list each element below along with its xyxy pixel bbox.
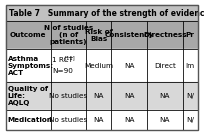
Bar xyxy=(86,49,111,82)
Bar xyxy=(51,21,86,49)
Text: [11]: [11] xyxy=(64,55,75,60)
Bar xyxy=(111,49,147,82)
Text: NA: NA xyxy=(93,117,104,123)
Text: No studies: No studies xyxy=(49,93,88,99)
Bar xyxy=(51,110,86,130)
Bar xyxy=(6,5,198,21)
Text: N/: N/ xyxy=(186,117,194,123)
Bar xyxy=(6,49,51,82)
Text: No studies: No studies xyxy=(49,117,88,123)
Bar xyxy=(183,21,198,49)
Bar xyxy=(183,110,198,130)
Bar xyxy=(6,49,51,82)
Text: N/: N/ xyxy=(186,93,194,99)
Text: Risk of
Bias: Risk of Bias xyxy=(85,29,113,42)
Text: NA: NA xyxy=(124,93,134,99)
Bar xyxy=(51,21,86,49)
Text: Quality of
Life:
AQLQ: Quality of Life: AQLQ xyxy=(8,86,48,106)
Bar xyxy=(147,82,183,110)
Bar xyxy=(6,21,51,49)
Bar xyxy=(6,21,51,49)
Bar xyxy=(147,82,183,110)
Bar xyxy=(6,82,51,110)
Text: NA: NA xyxy=(124,63,134,69)
Text: NA: NA xyxy=(93,93,104,99)
Text: Outcome: Outcome xyxy=(10,32,47,38)
Bar xyxy=(111,110,147,130)
Bar xyxy=(51,82,86,110)
Text: Asthma
Symptoms:
ACT: Asthma Symptoms: ACT xyxy=(8,56,54,76)
Bar xyxy=(6,110,51,130)
Bar xyxy=(6,110,51,130)
Text: Im: Im xyxy=(186,63,195,69)
Bar xyxy=(147,110,183,130)
Bar xyxy=(183,49,198,82)
Text: N=90: N=90 xyxy=(52,68,73,74)
Bar xyxy=(147,21,183,49)
Bar xyxy=(86,82,111,110)
Bar xyxy=(111,82,147,110)
Bar xyxy=(51,49,86,82)
Text: N of studies
(n of
patients): N of studies (n of patients) xyxy=(44,25,93,45)
Bar xyxy=(111,21,147,49)
Bar xyxy=(111,110,147,130)
Text: Direct: Direct xyxy=(154,63,176,69)
Bar xyxy=(183,82,198,110)
Text: 1 RCT: 1 RCT xyxy=(52,57,73,63)
Bar xyxy=(147,49,183,82)
Text: Table 7   Summary of the strength of evidence for SCIT vers: Table 7 Summary of the strength of evide… xyxy=(9,9,204,18)
Text: NA: NA xyxy=(124,117,134,123)
Bar xyxy=(6,5,198,21)
Bar xyxy=(111,49,147,82)
Text: Directness: Directness xyxy=(143,32,187,38)
Bar xyxy=(111,82,147,110)
Bar xyxy=(183,110,198,130)
Text: NA: NA xyxy=(160,117,170,123)
Bar xyxy=(86,21,111,49)
Bar xyxy=(147,110,183,130)
Text: Medication: Medication xyxy=(8,117,53,123)
Bar xyxy=(147,49,183,82)
Bar xyxy=(147,21,183,49)
Bar xyxy=(86,82,111,110)
Bar xyxy=(86,110,111,130)
Bar xyxy=(183,21,198,49)
Text: Pr: Pr xyxy=(186,32,195,38)
Bar xyxy=(6,82,51,110)
Text: Consistency: Consistency xyxy=(104,32,154,38)
Text: NA: NA xyxy=(160,93,170,99)
Bar xyxy=(111,21,147,49)
Bar xyxy=(86,49,111,82)
Bar xyxy=(51,82,86,110)
Text: Medium: Medium xyxy=(84,63,113,69)
Bar xyxy=(86,110,111,130)
Bar xyxy=(51,110,86,130)
Bar xyxy=(51,49,86,82)
Bar xyxy=(183,49,198,82)
Bar xyxy=(86,21,111,49)
Bar xyxy=(183,82,198,110)
